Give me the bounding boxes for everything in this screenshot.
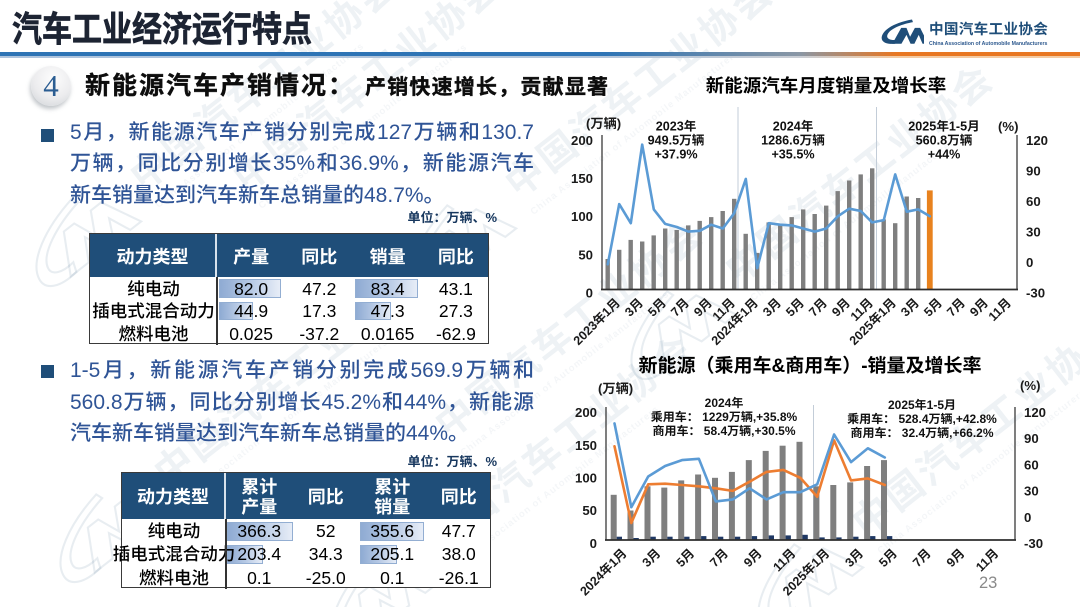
svg-text:50: 50 (582, 500, 597, 519)
svg-text:乘用车： 1229万辆,+35.8%: 乘用车： 1229万辆,+35.8% (651, 408, 798, 425)
svg-text:2025年1-5月: 2025年1-5月 (888, 396, 956, 413)
svg-text:(%): (%) (1020, 375, 1041, 394)
svg-text:-30: -30 (1024, 533, 1043, 552)
svg-text:+44%: +44% (928, 143, 961, 162)
svg-text:2025年1-5月: 2025年1-5月 (908, 116, 979, 135)
svg-text:+37.9%: +37.9% (654, 143, 697, 162)
svg-text:(%): (%) (998, 116, 1019, 135)
svg-text:90: 90 (1026, 161, 1041, 180)
svg-text:9月: 9月 (738, 543, 765, 570)
svg-text:2025年1月: 2025年1月 (844, 293, 900, 349)
svg-text:150: 150 (575, 435, 597, 454)
svg-text:商用车： 32.4万辆,+66.2%: 商用车： 32.4万辆,+66.2% (850, 424, 993, 441)
svg-text:120: 120 (1024, 402, 1046, 421)
svg-text:-30: -30 (1026, 283, 1045, 302)
svg-text:5月: 5月 (671, 543, 698, 570)
svg-text:3月: 3月 (840, 543, 867, 570)
svg-text:新能源（乘用车&商用车）-销量及增长率: 新能源（乘用车&商用车）-销量及增长率 (638, 351, 981, 378)
svg-text:30: 30 (1026, 222, 1041, 241)
svg-text:+35.5%: +35.5% (771, 143, 814, 162)
svg-text:90: 90 (1024, 428, 1039, 447)
svg-text:150: 150 (571, 168, 593, 187)
svg-text:2024年1月: 2024年1月 (706, 293, 762, 349)
svg-text:30: 30 (1024, 481, 1039, 500)
svg-text:560.8万辆: 560.8万辆 (916, 129, 973, 148)
svg-text:(万辆): (万辆) (598, 378, 633, 397)
svg-text:7月: 7月 (907, 543, 934, 570)
svg-text:乘用车： 528.4万辆,+42.8%: 乘用车： 528.4万辆,+42.8% (847, 410, 997, 427)
svg-text:2023年: 2023年 (656, 116, 697, 135)
svg-text:1286.6万辆: 1286.6万辆 (761, 129, 825, 148)
svg-text:60: 60 (1024, 454, 1039, 473)
svg-text:60: 60 (1026, 191, 1041, 210)
svg-text:2024年: 2024年 (705, 394, 744, 411)
svg-text:2024年: 2024年 (773, 116, 814, 135)
svg-text:9月: 9月 (941, 543, 968, 570)
svg-text:0: 0 (1024, 507, 1031, 526)
svg-text:100: 100 (575, 468, 597, 487)
svg-text:3月: 3月 (637, 543, 664, 570)
svg-text:商用车： 58.4万辆,+30.5%: 商用车： 58.4万辆,+30.5% (652, 422, 795, 439)
svg-text:120: 120 (1026, 130, 1048, 149)
svg-text:0: 0 (590, 533, 597, 552)
svg-text:新能源汽车月度销量及增长率: 新能源汽车月度销量及增长率 (706, 72, 947, 98)
svg-text:0: 0 (1026, 252, 1033, 271)
svg-text:949.5万辆: 949.5万辆 (648, 129, 705, 148)
svg-text:7月: 7月 (704, 543, 731, 570)
svg-text:200: 200 (571, 130, 593, 149)
svg-text:100: 100 (571, 206, 593, 225)
svg-text:2024年1月: 2024年1月 (575, 543, 631, 599)
svg-text:(万辆): (万辆) (586, 113, 621, 132)
svg-text:2023年1月: 2023年1月 (568, 293, 624, 349)
svg-text:0: 0 (586, 283, 593, 302)
svg-text:11月: 11月 (983, 293, 1015, 325)
svg-text:200: 200 (575, 402, 597, 421)
svg-text:50: 50 (578, 244, 593, 263)
svg-text:5月: 5月 (873, 543, 900, 570)
